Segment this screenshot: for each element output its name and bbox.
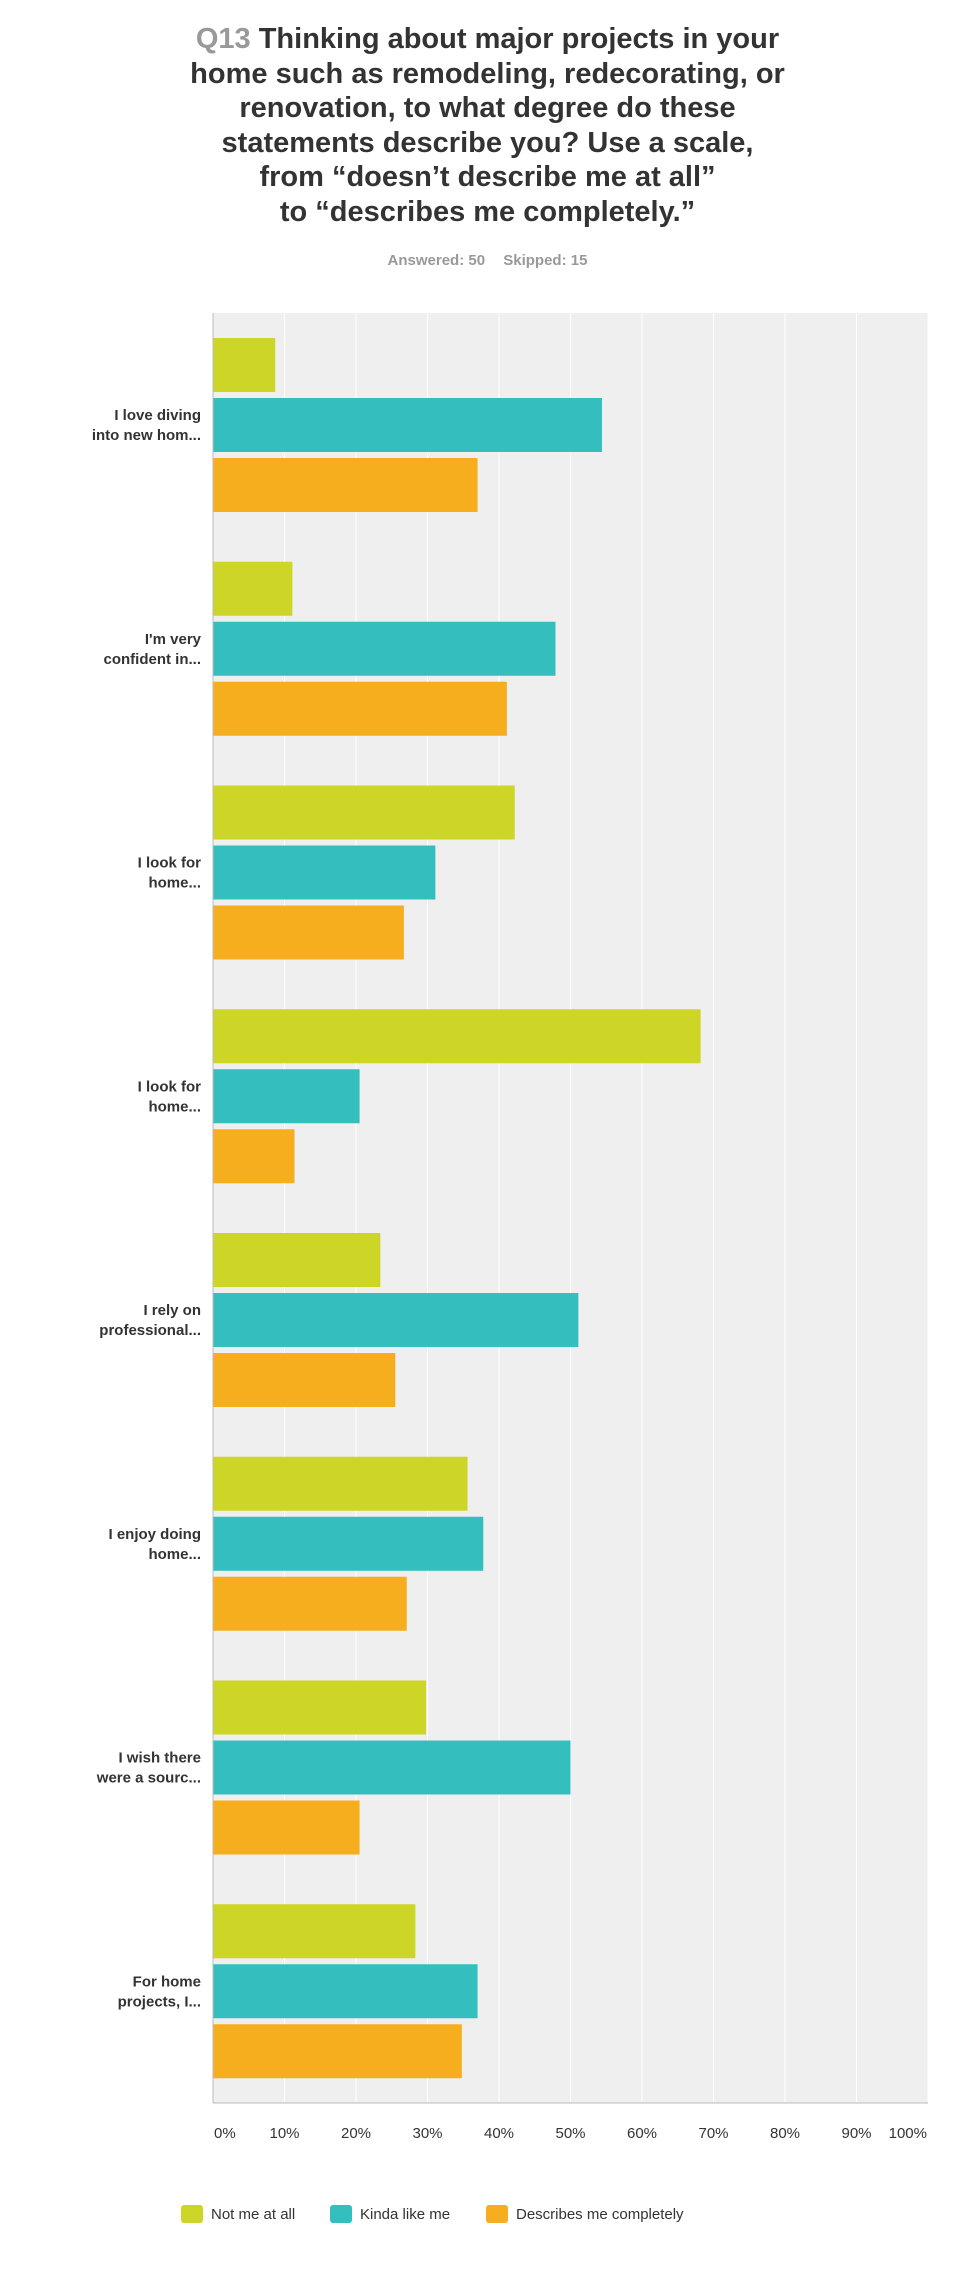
bar bbox=[213, 1353, 396, 1407]
bar bbox=[213, 681, 507, 736]
bar bbox=[213, 561, 293, 616]
question-text-line: Thinking about major projects in your bbox=[258, 23, 780, 55]
bar bbox=[213, 1680, 427, 1735]
bar bbox=[213, 1233, 381, 1287]
legend-swatch bbox=[181, 2205, 203, 2223]
bar bbox=[213, 845, 436, 900]
legend-label: Describes me completely bbox=[516, 2206, 684, 2223]
x-tick-label: 40% bbox=[484, 2125, 514, 2142]
category-label: home... bbox=[148, 1546, 201, 1563]
question-text-line: home such as remodeling, redecorating, o… bbox=[190, 57, 785, 90]
response-stats: Answered: 50 Skipped: 15 bbox=[0, 252, 975, 269]
x-tick-label: 70% bbox=[698, 2125, 728, 2142]
x-tick-label: 90% bbox=[841, 2125, 871, 2142]
category-label: were a sourc... bbox=[96, 1770, 201, 1787]
bar bbox=[213, 1456, 468, 1511]
question-text-line: statements describe you? Use a scale, bbox=[221, 126, 754, 159]
bar bbox=[213, 1964, 478, 2019]
legend-swatch bbox=[330, 2205, 352, 2223]
bar bbox=[213, 1576, 407, 1631]
chart-header: Q13 Thinking about major projects in you… bbox=[0, 22, 975, 269]
bar bbox=[213, 785, 515, 840]
bar bbox=[213, 1904, 416, 1959]
x-tick-label: 50% bbox=[555, 2125, 585, 2142]
answered-count: Answered: 50 bbox=[387, 252, 486, 269]
x-tick-label: 60% bbox=[627, 2125, 657, 2142]
legend-label: Not me at all bbox=[211, 2206, 295, 2223]
bar bbox=[213, 338, 276, 392]
bar bbox=[213, 1516, 484, 1571]
skipped-count: Skipped: 15 bbox=[503, 252, 588, 269]
category-label: I love diving bbox=[114, 407, 201, 424]
bar bbox=[213, 1800, 360, 1855]
category-label: confident in... bbox=[104, 651, 202, 668]
category-label: I wish there bbox=[118, 1750, 201, 1767]
category-label: I look for bbox=[138, 855, 201, 872]
category-label: into new hom... bbox=[92, 427, 201, 444]
question-number: Q13 bbox=[195, 23, 251, 55]
category-label: projects, I... bbox=[118, 1993, 201, 2010]
question-text-line: to “describes me completely.” bbox=[279, 195, 696, 228]
question-text-line: renovation, to what degree do these bbox=[239, 92, 736, 124]
category-label: For home bbox=[133, 1973, 201, 1990]
bar bbox=[213, 1740, 571, 1795]
bar bbox=[213, 1069, 360, 1124]
bar bbox=[213, 1129, 295, 1184]
question-title: Q13 Thinking about major projects in you… bbox=[148, 22, 828, 229]
bar bbox=[213, 2024, 462, 2079]
x-tick-label: 20% bbox=[341, 2125, 371, 2142]
x-tick-label: 100% bbox=[889, 2125, 927, 2142]
category-label: home... bbox=[148, 1098, 201, 1115]
bar bbox=[213, 621, 556, 676]
x-tick-label: 30% bbox=[412, 2125, 442, 2142]
category-label: I rely on bbox=[143, 1302, 201, 1319]
bar bbox=[213, 1293, 579, 1347]
bar bbox=[213, 1009, 701, 1064]
bar bbox=[213, 458, 478, 512]
legend-label: Kinda like me bbox=[360, 2206, 450, 2223]
category-label: I look for bbox=[138, 1078, 201, 1095]
x-tick-label: 10% bbox=[269, 2125, 299, 2142]
question-text-line: from “doesn’t describe me at all” bbox=[259, 161, 716, 193]
category-label: home... bbox=[148, 875, 201, 892]
category-label: I'm very bbox=[145, 631, 202, 648]
legend-swatch bbox=[486, 2205, 508, 2223]
bar bbox=[213, 905, 404, 960]
x-tick-label: 0% bbox=[214, 2125, 236, 2142]
bar bbox=[213, 398, 602, 452]
category-label: I enjoy doing bbox=[109, 1526, 202, 1543]
category-label: professional... bbox=[99, 1322, 201, 1339]
x-tick-label: 80% bbox=[770, 2125, 800, 2142]
